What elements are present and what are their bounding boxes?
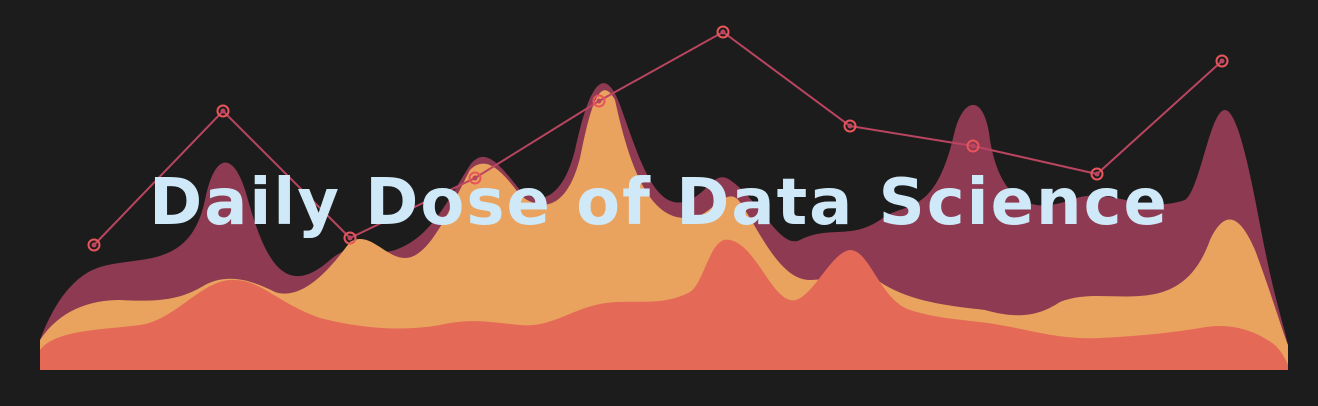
trend-marker <box>1090 167 1104 181</box>
trend-marker <box>468 171 482 185</box>
trend-marker-dot <box>1094 171 1100 177</box>
trend-marker <box>716 25 730 39</box>
trend-marker <box>592 94 606 108</box>
trend-marker-dot <box>347 235 353 241</box>
banner-title: Daily Dose of Data Science <box>149 166 1169 240</box>
trend-marker <box>216 104 230 118</box>
trend-line <box>93 30 1223 246</box>
trend-marker <box>966 139 980 153</box>
trend-marker-dot <box>720 29 726 35</box>
trend-marker <box>1215 54 1229 68</box>
trend-marker-dot <box>1219 58 1225 64</box>
trend-marker-dot <box>91 242 97 248</box>
trend-marker-dot <box>220 108 226 114</box>
front-wave-layer <box>40 239 1288 370</box>
middle-wave-layer <box>40 90 1288 370</box>
trend-marker <box>843 119 857 133</box>
trend-marker-dot <box>847 123 853 129</box>
trend-marker <box>343 231 357 245</box>
trend-marker-dot <box>472 175 478 181</box>
trend-marker-dot <box>596 98 602 104</box>
trend-marker-dot <box>970 143 976 149</box>
trend-marker <box>87 238 101 252</box>
trend-markers <box>87 25 1229 252</box>
